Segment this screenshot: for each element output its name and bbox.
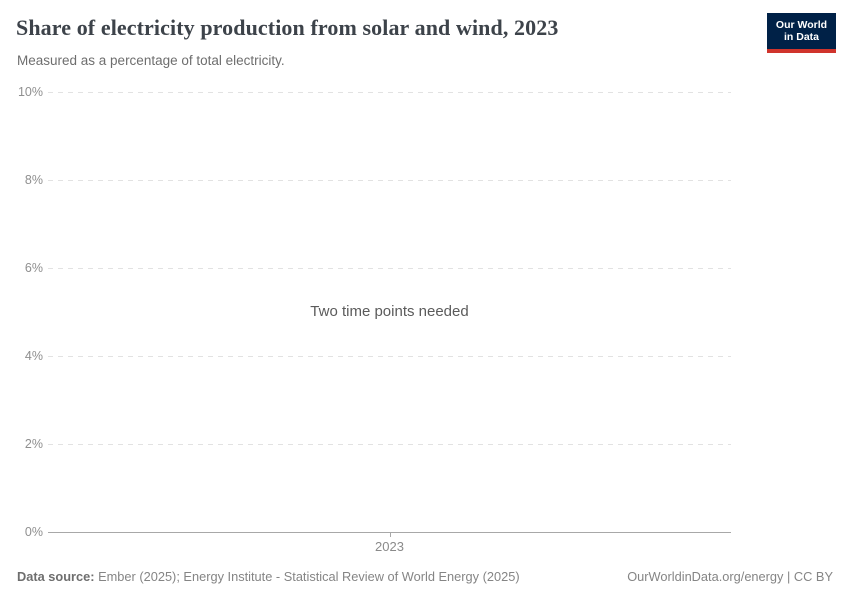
gridline-rule	[48, 356, 731, 357]
owid-logo-line2: in Data	[783, 31, 819, 43]
owid-credit-link[interactable]: OurWorldinData.org/energy | CC BY	[627, 569, 833, 584]
y-axis-tick-label: 8%	[24, 173, 43, 187]
chart-footer: Data source: Ember (2025); Energy Instit…	[17, 569, 833, 584]
gridline-rule	[48, 444, 731, 445]
gridline-rule	[48, 268, 731, 269]
data-source-label: Data source:	[17, 569, 95, 584]
owid-logo-line1: Our World	[775, 19, 828, 31]
empty-state-message: Two time points needed	[310, 303, 469, 320]
data-source-text: Ember (2025); Energy Institute - Statist…	[94, 569, 520, 584]
page-subtitle: Measured as a percentage of total electr…	[17, 53, 285, 68]
x-axis-tick-label: 2023	[375, 539, 404, 554]
y-axis-tick-label: 2%	[24, 437, 43, 451]
y-axis-tick-label: 4%	[24, 349, 43, 363]
plot-area: 0% 2% 4% 6% 8% 10% 2023	[0, 85, 731, 554]
y-axis-tick-label: 6%	[24, 261, 43, 275]
page-title: Share of electricity production from sol…	[16, 15, 559, 40]
data-source-note: Data source: Ember (2025); Energy Instit…	[17, 569, 520, 584]
gridline-rule	[48, 92, 731, 93]
gridline-rule	[48, 180, 731, 181]
y-axis-tick-label: 10%	[17, 85, 43, 99]
x-axis-tick-mark	[389, 532, 391, 537]
y-axis-tick-label: 0%	[24, 525, 43, 539]
owid-logo: Our World in Data	[767, 13, 836, 53]
